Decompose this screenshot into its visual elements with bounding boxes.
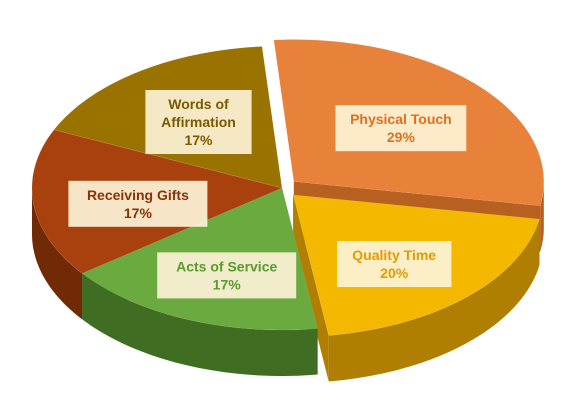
data-label-receiving-gifts: 17%: [124, 205, 153, 221]
slice-label-words-of-affirmation: Affirmation: [161, 114, 236, 130]
slice-label-receiving-gifts: Receiving Gifts: [87, 187, 189, 203]
data-label-words-of-affirmation: 17%: [184, 132, 213, 148]
physical-touch-side: [540, 181, 544, 252]
slice-label-words-of-affirmation: Words of: [168, 96, 229, 112]
quality-time-inner-wall-1: [293, 194, 329, 382]
data-label-quality-time: 20%: [380, 265, 409, 281]
acts-of-service-side: [82, 273, 318, 376]
data-label-acts-of-service: 17%: [213, 276, 242, 292]
receiving-gifts-side: [32, 187, 83, 320]
label-box-quality-time: [337, 241, 452, 287]
data-label-physical-touch: 29%: [387, 129, 416, 145]
label-box-physical-touch: [335, 105, 467, 152]
slice-label-quality-time: Quality Time: [352, 247, 436, 263]
slice-label-acts-of-service: Acts of Service: [176, 258, 277, 274]
label-box-words-of-affirmation: [145, 90, 252, 154]
quality-time-side: [328, 219, 540, 382]
slice-label-physical-touch: Physical Touch: [350, 111, 452, 127]
label-box-receiving-gifts: [68, 180, 208, 227]
pie-labels: Physical Touch 29% Quality Time 20% Acts of …: [68, 90, 467, 299]
label-box-acts-of-service: [157, 252, 297, 299]
